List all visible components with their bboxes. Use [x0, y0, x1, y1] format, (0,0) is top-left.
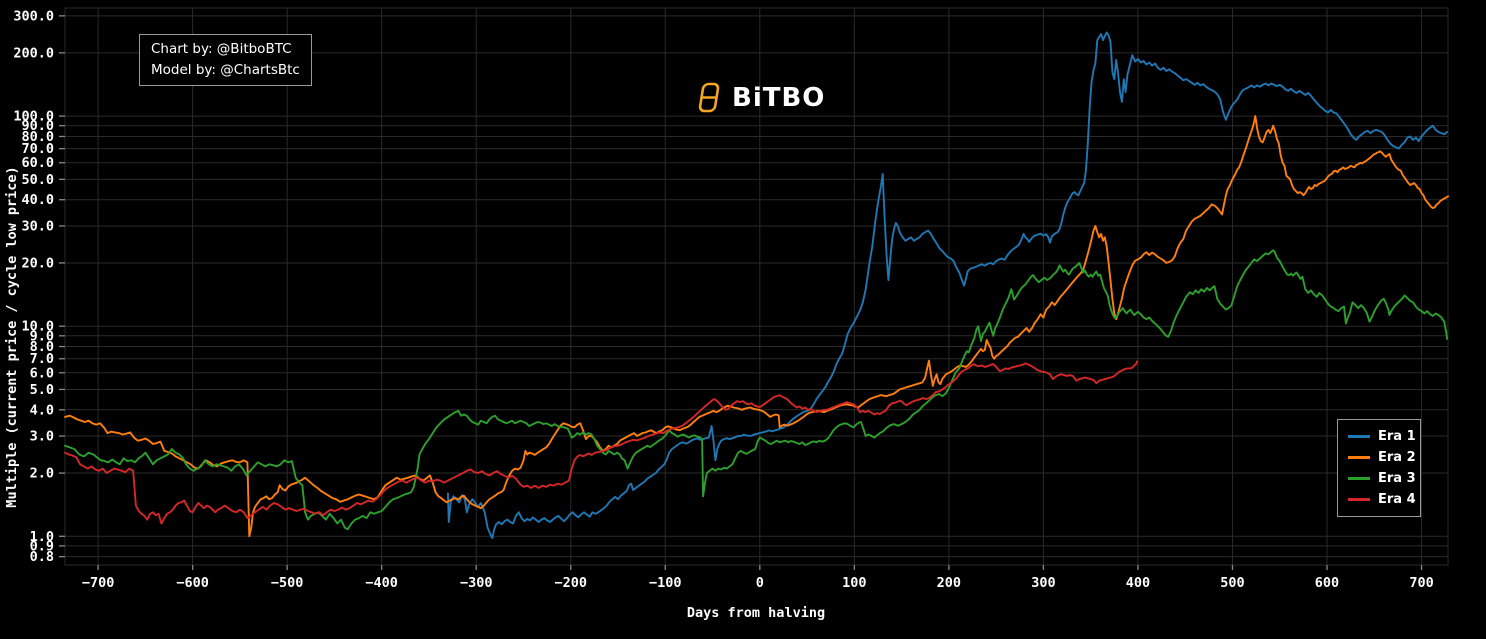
y-tick-label: 60.0 — [21, 155, 54, 171]
legend-label-era-1: Era 1 — [1378, 429, 1416, 444]
legend-swatch-era-3 — [1348, 477, 1370, 480]
chart-legend: Era 1 Era 2 Era 3 Era 4 — [1337, 419, 1421, 517]
y-tick-label: 50.0 — [21, 172, 54, 188]
x-tick-label: −300 — [460, 575, 493, 591]
y-tick-label: 90.0 — [21, 118, 54, 134]
plot-frame — [64, 7, 1449, 566]
line-era-2 — [64, 115, 1449, 538]
legend-item-era-2: Era 2 — [1348, 450, 1416, 465]
x-tick-label: 200 — [937, 575, 961, 591]
x-tick-label: −700 — [82, 575, 115, 591]
x-tick-label: −200 — [554, 575, 587, 591]
line-era-1 — [446, 31, 1449, 540]
legend-item-era-3: Era 3 — [1348, 471, 1416, 486]
series-lines — [64, 31, 1449, 540]
x-tick-label: 400 — [1126, 575, 1150, 591]
y-tick-label: 2.0 — [30, 466, 54, 482]
y-tick-label: 7.0 — [30, 351, 54, 367]
x-tick-label: −500 — [271, 575, 304, 591]
legend-label-era-3: Era 3 — [1378, 471, 1416, 486]
y-tick-label: 3.0 — [30, 429, 54, 445]
legend-item-era-1: Era 1 — [1348, 429, 1416, 444]
y-tick-label: 30.0 — [21, 218, 54, 234]
y-tick-label: 9.0 — [30, 328, 54, 344]
x-tick-label: −600 — [176, 575, 209, 591]
x-axis-label: Days from halving — [686, 605, 826, 621]
y-tick-label: 20.0 — [21, 255, 54, 271]
line-era-4 — [64, 360, 1138, 525]
legend-item-era-4: Era 4 — [1348, 492, 1416, 507]
y-tick-label: 0.9 — [30, 538, 54, 554]
y-tick-labels: 300.0 200.0 100.090.080.070.060.050.0 40.0 3… — [13, 8, 54, 565]
line-era-3 — [64, 249, 1449, 531]
bitbo-logo: BiTBO — [698, 82, 825, 113]
y-tick-label: 4.0 — [30, 402, 54, 418]
y-tick-label: 8.0 — [30, 339, 54, 355]
legend-swatch-era-4 — [1348, 498, 1370, 501]
y-tick-label: 10.0 — [21, 319, 54, 335]
legend-swatch-era-2 — [1348, 456, 1370, 459]
y-tick-label: 1.0 — [30, 529, 54, 545]
legend-label-era-2: Era 2 — [1378, 450, 1416, 465]
x-tick-label: 0 — [756, 575, 764, 591]
y-axis-label: Multiple (current price / cycle low pric… — [4, 166, 20, 508]
bitbo-logo-icon — [698, 82, 720, 113]
x-tick-label: 500 — [1220, 575, 1244, 591]
x-tick-label: 300 — [1031, 575, 1055, 591]
credits-line-1: Chart by: @BitboBTC — [151, 41, 292, 57]
y-tick-label: 70.0 — [21, 141, 54, 157]
legend-label-era-4: Era 4 — [1378, 492, 1416, 507]
y-tick-label: 300.0 — [13, 8, 54, 24]
tick-marks — [59, 15, 1423, 570]
y-tick-label: 200.0 — [13, 45, 54, 61]
credits-annotation: Chart by: @BitboBTC Model by: @ChartsBtc — [139, 34, 312, 86]
x-tick-label: 600 — [1315, 575, 1339, 591]
bitbo-logo-text: BiTBO — [732, 82, 826, 113]
y-tick-label: 80.0 — [21, 129, 54, 145]
credits-line-2: Model by: @ChartsBtc — [151, 62, 300, 78]
x-tick-labels: −700 −600 −500 −400 −300 −200 −100 0 100 200 300 40… — [82, 575, 1434, 591]
x-tick-label: −100 — [649, 575, 682, 591]
gridlines — [65, 8, 1448, 565]
legend-swatch-era-1 — [1348, 435, 1370, 438]
x-tick-label: 700 — [1409, 575, 1433, 591]
y-tick-label: 6.0 — [30, 365, 54, 381]
x-tick-label: 100 — [842, 575, 866, 591]
x-tick-label: −400 — [365, 575, 398, 591]
y-tick-label: 5.0 — [30, 382, 54, 398]
y-tick-label: 0.8 — [30, 549, 54, 565]
y-tick-label: 40.0 — [21, 192, 54, 208]
y-tick-label: 100.0 — [13, 109, 54, 125]
